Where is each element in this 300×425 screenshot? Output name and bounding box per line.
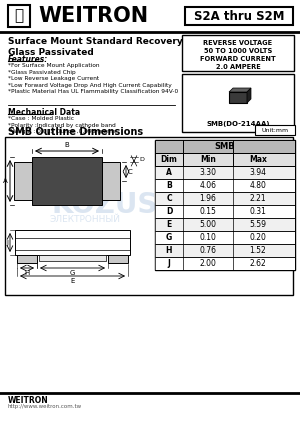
Text: E: E: [167, 220, 172, 229]
Text: FORWARD CURRENT: FORWARD CURRENT: [200, 56, 276, 62]
Polygon shape: [229, 88, 251, 92]
Text: A: A: [3, 178, 8, 184]
Text: 0.10: 0.10: [200, 233, 216, 242]
Bar: [108, 255, 128, 263]
Bar: [155, 140, 295, 270]
Bar: [155, 140, 295, 153]
Text: 0.15: 0.15: [200, 207, 216, 216]
Bar: [155, 257, 295, 270]
Text: *For Surface Mount Application: *For Surface Mount Application: [8, 63, 100, 68]
Bar: [15, 230, 130, 255]
Text: 2.21: 2.21: [250, 194, 266, 203]
Text: WEITRON: WEITRON: [38, 6, 148, 26]
Text: SMB: SMB: [215, 142, 235, 151]
Text: D: D: [139, 157, 144, 162]
Text: B: B: [166, 181, 172, 190]
Text: D: D: [166, 207, 172, 216]
Text: 0.76: 0.76: [200, 246, 217, 255]
Bar: [182, 35, 294, 71]
Text: WEITRON: WEITRON: [8, 396, 49, 405]
Bar: [155, 192, 295, 205]
Bar: [185, 7, 293, 25]
Bar: [155, 166, 295, 179]
Text: REVERSE VOLTAGE: REVERSE VOLTAGE: [203, 40, 273, 46]
Bar: [39, 255, 106, 261]
Text: 4.06: 4.06: [200, 181, 217, 190]
Bar: [155, 179, 295, 192]
Text: 1.52: 1.52: [250, 246, 266, 255]
Bar: [182, 74, 294, 132]
Bar: [155, 205, 295, 218]
Bar: [14, 162, 32, 200]
Text: SMB(DO-214AA): SMB(DO-214AA): [206, 121, 270, 127]
Text: C: C: [166, 194, 172, 203]
Text: J: J: [168, 259, 170, 268]
Text: 3.94: 3.94: [250, 168, 266, 177]
Text: 5.00: 5.00: [200, 220, 217, 229]
Text: KOZUS: KOZUS: [52, 191, 158, 219]
Text: S2A thru S2M: S2A thru S2M: [194, 9, 284, 23]
Text: 50 TO 1000 VOLTS: 50 TO 1000 VOLTS: [204, 48, 272, 54]
Text: 5.59: 5.59: [250, 220, 266, 229]
Text: G: G: [166, 233, 172, 242]
Text: *Weight : 0.003 Ounce ,0.093 grams: *Weight : 0.003 Ounce ,0.093 grams: [8, 129, 116, 134]
Text: Mechanical Data: Mechanical Data: [8, 108, 80, 117]
Text: 2.62: 2.62: [250, 259, 266, 268]
Text: *Low Reverse Leakage Current: *Low Reverse Leakage Current: [8, 76, 99, 81]
Bar: [155, 257, 295, 270]
Text: Surface Mount Standard Recovery: Surface Mount Standard Recovery: [8, 37, 183, 46]
Bar: [155, 140, 295, 153]
Bar: [155, 166, 295, 179]
Bar: [255, 125, 295, 135]
Text: 0.31: 0.31: [250, 207, 266, 216]
Bar: [32, 157, 102, 205]
Text: Ⓦ: Ⓦ: [14, 8, 24, 23]
Bar: [155, 192, 295, 205]
Text: 2.0 AMPERE: 2.0 AMPERE: [216, 64, 260, 70]
Bar: [155, 231, 295, 244]
Bar: [155, 179, 295, 192]
Bar: [5, 137, 293, 295]
Text: Glass Passivated: Glass Passivated: [8, 48, 94, 57]
Text: 0.20: 0.20: [250, 233, 266, 242]
Text: H: H: [166, 246, 172, 255]
Text: *Polarity :Indicated by cathode band: *Polarity :Indicated by cathode band: [8, 122, 116, 128]
Text: H: H: [24, 270, 30, 276]
Text: Dim: Dim: [160, 155, 177, 164]
Text: http://www.weitron.com.tw: http://www.weitron.com.tw: [8, 404, 82, 409]
Bar: [155, 244, 295, 257]
Text: 1.96: 1.96: [200, 194, 216, 203]
Bar: [155, 205, 295, 218]
Text: Max: Max: [249, 155, 267, 164]
Text: ЭЛЕКТРОННЫЙ: ЭЛЕКТРОННЫЙ: [50, 215, 121, 224]
Bar: [155, 153, 295, 166]
Text: G: G: [70, 270, 75, 276]
Text: J: J: [6, 240, 8, 246]
Bar: [17, 255, 37, 263]
Text: *Plastic Material Has UL Flammability Classification 94V-0: *Plastic Material Has UL Flammability Cl…: [8, 89, 178, 94]
Text: Features:: Features:: [8, 55, 48, 64]
Text: 2.00: 2.00: [200, 259, 216, 268]
Text: E: E: [70, 278, 75, 284]
Bar: [8, 5, 30, 27]
Text: Unit:mm: Unit:mm: [261, 128, 289, 133]
Text: Min: Min: [200, 155, 216, 164]
Text: *Low Forward Voltage Drop And High Current Capability: *Low Forward Voltage Drop And High Curre…: [8, 82, 172, 88]
Bar: [155, 231, 295, 244]
Text: A: A: [166, 168, 172, 177]
Text: B: B: [64, 142, 69, 148]
Text: 4.80: 4.80: [250, 181, 266, 190]
Text: 3.30: 3.30: [200, 168, 217, 177]
Bar: [155, 153, 295, 166]
Text: *Glass Passivated Chip: *Glass Passivated Chip: [8, 70, 76, 74]
Polygon shape: [247, 88, 251, 103]
Text: SMB Outline Dimensions: SMB Outline Dimensions: [8, 127, 143, 137]
Bar: [102, 162, 120, 200]
Bar: [155, 218, 295, 231]
Bar: [155, 244, 295, 257]
Bar: [229, 92, 247, 103]
Text: *Case : Molded Plastic: *Case : Molded Plastic: [8, 116, 74, 121]
Bar: [155, 218, 295, 231]
Text: C: C: [128, 168, 133, 175]
